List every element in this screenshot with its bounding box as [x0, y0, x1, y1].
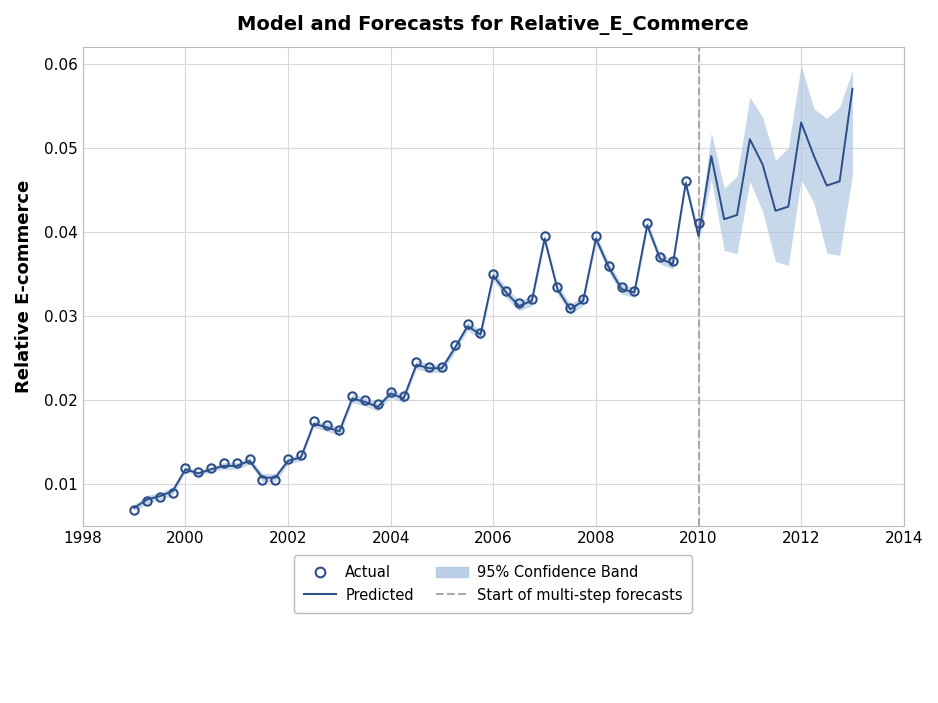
Legend: Actual, Predicted, 95% Confidence Band, Start of multi-step forecasts: Actual, Predicted, 95% Confidence Band, … — [295, 555, 692, 613]
X-axis label: Date: Date — [469, 557, 517, 576]
Title: Model and Forecasts for Relative_E_Commerce: Model and Forecasts for Relative_E_Comme… — [237, 15, 749, 35]
Y-axis label: Relative E-commerce: Relative E-commerce — [15, 180, 33, 393]
